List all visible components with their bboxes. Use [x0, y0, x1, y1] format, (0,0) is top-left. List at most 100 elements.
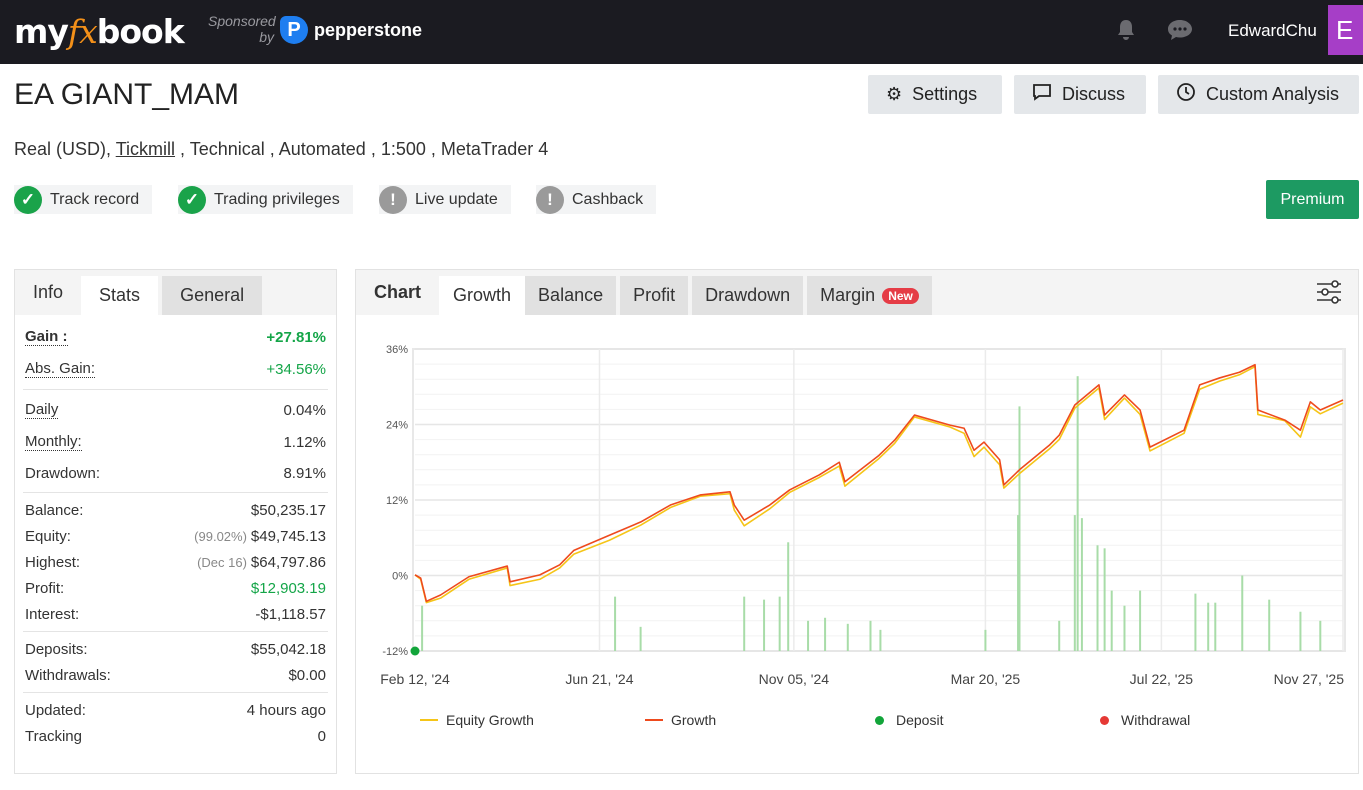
logo-text: my: [14, 12, 69, 51]
activity-bar: [1268, 599, 1271, 651]
badge-live-update[interactable]: ! Live update: [379, 185, 511, 214]
gain-value: +27.81%: [266, 328, 326, 346]
activity-bar: [1123, 605, 1126, 651]
custom-analysis-label: Custom Analysis: [1206, 84, 1340, 104]
updated-value: 4 hours ago: [246, 701, 326, 719]
activity-bar: [1214, 602, 1217, 651]
activity-bar: [1058, 620, 1061, 651]
activity-bar: [879, 629, 882, 651]
logo-text: fx: [67, 12, 98, 51]
avatar[interactable]: E: [1328, 5, 1363, 55]
balance-value: $50,235.17: [250, 501, 326, 519]
legend-equity-growth[interactable]: Equity Growth: [420, 712, 534, 728]
sponsor-name: pepperstone: [314, 19, 423, 40]
y-tick-label: 24%: [386, 420, 408, 432]
badge-cashback[interactable]: ! Cashback: [536, 185, 657, 214]
exclamation-icon: !: [536, 185, 564, 214]
tab-growth[interactable]: Growth: [439, 276, 526, 315]
balance-label: Balance:: [25, 501, 84, 519]
highest-label: Highest:: [25, 553, 81, 571]
legend-deposit[interactable]: Deposit: [875, 712, 943, 728]
y-tick-label: 12%: [386, 495, 408, 507]
sponsored-text: Sponsored: [208, 13, 276, 29]
equity-label: Equity:: [25, 527, 71, 545]
interest-label: Interest:: [25, 605, 80, 623]
gear-icon: ⚙: [886, 84, 903, 104]
discuss-button[interactable]: Discuss: [1014, 75, 1146, 114]
badge-label: Cashback: [572, 190, 644, 208]
exclamation-icon: !: [379, 185, 407, 214]
activity-bar: [824, 617, 827, 651]
activity-bar: [787, 542, 790, 651]
tab-profit[interactable]: Profit: [620, 276, 689, 315]
tab-general[interactable]: General: [162, 276, 263, 315]
account-subtitle: Real (USD), Tickmill , Technical , Autom…: [14, 139, 548, 160]
monthly-value: 1.12%: [283, 433, 326, 451]
growth-chart[interactable]: 36% 24% 12% 0% -12% Feb 12, '24 Jun 21, '24 Nov…: [355, 315, 1359, 725]
comment-icon: [1032, 83, 1052, 106]
gain-label: Gain :: [25, 327, 68, 346]
stats-tabs: Info Stats General: [15, 270, 336, 315]
username[interactable]: EdwardChu: [1228, 21, 1317, 40]
badge-track-record[interactable]: ✓ Track record: [14, 185, 153, 214]
equity-growth-line: [414, 365, 1344, 604]
activity-bar: [846, 623, 849, 651]
daily-value: 0.04%: [283, 401, 326, 419]
badge-label: Trading privileges: [214, 190, 340, 208]
premium-button[interactable]: Premium: [1266, 180, 1359, 219]
discuss-label: Discuss: [1062, 84, 1126, 104]
abs-gain-value: +34.56%: [266, 360, 326, 378]
x-tick-label: Nov 05, '24: [759, 671, 830, 687]
legend-line-icon: [645, 719, 663, 721]
bell-icon[interactable]: [1115, 18, 1137, 48]
growth-line: [414, 363, 1344, 603]
sliders-icon[interactable]: [1316, 270, 1358, 315]
myfxbook-logo[interactable]: myfxbook: [14, 12, 185, 51]
drawdown-value: 8.91%: [283, 464, 326, 482]
divider: [23, 631, 328, 632]
drawdown-label: Drawdown:: [25, 464, 101, 482]
legend-growth[interactable]: Growth: [645, 712, 716, 728]
activity-bar: [807, 620, 810, 651]
activity-bar: [1096, 545, 1099, 651]
legend-withdrawal[interactable]: Withdrawal: [1100, 712, 1190, 728]
legend-label: Deposit: [896, 712, 944, 728]
badge-trading-privileges[interactable]: ✓ Trading privileges: [178, 185, 353, 214]
check-icon: ✓: [14, 185, 42, 214]
by-text: by: [259, 29, 274, 45]
activity-bar: [1139, 590, 1142, 651]
settings-label: Settings: [912, 84, 978, 104]
activity-bar: [421, 605, 424, 651]
tab-stats[interactable]: Stats: [81, 276, 159, 315]
activity-bar: [1319, 620, 1322, 651]
equity-percent: (99.02%): [194, 528, 247, 544]
tab-info[interactable]: Info: [33, 282, 64, 302]
chart-tabs: Chart Growth Balance Profit Drawdown Mar…: [356, 270, 1358, 315]
tab-drawdown[interactable]: Drawdown: [692, 276, 804, 315]
tracking-label: Tracking: [25, 727, 82, 745]
chat-icon[interactable]: [1167, 18, 1193, 48]
tab-balance[interactable]: Balance: [525, 276, 617, 315]
deposits-value: $55,042.18: [250, 640, 326, 658]
broker-link[interactable]: Tickmill: [115, 139, 176, 159]
check-icon: ✓: [178, 185, 206, 214]
settings-button[interactable]: ⚙ Settings: [868, 75, 1002, 114]
tab-chart[interactable]: Chart: [374, 282, 422, 302]
abs-gain-label: Abs. Gain:: [25, 359, 96, 378]
tracking-value: 0: [317, 727, 326, 745]
tab-margin[interactable]: Margin New: [807, 276, 932, 315]
divider: [23, 692, 328, 693]
activity-bar: [1194, 593, 1197, 651]
legend-label: Equity Growth: [446, 712, 534, 728]
activity-bar: [1073, 515, 1076, 651]
activity-bar: [1207, 602, 1210, 651]
activity-bar: [743, 596, 746, 651]
activity-bar: [1017, 515, 1020, 651]
sponsored-label: Sponsored by: [208, 13, 276, 45]
updated-label: Updated:: [25, 701, 86, 719]
custom-analysis-button[interactable]: Custom Analysis: [1158, 75, 1359, 114]
profit-label: Profit:: [25, 579, 65, 597]
new-badge: New: [882, 287, 919, 304]
